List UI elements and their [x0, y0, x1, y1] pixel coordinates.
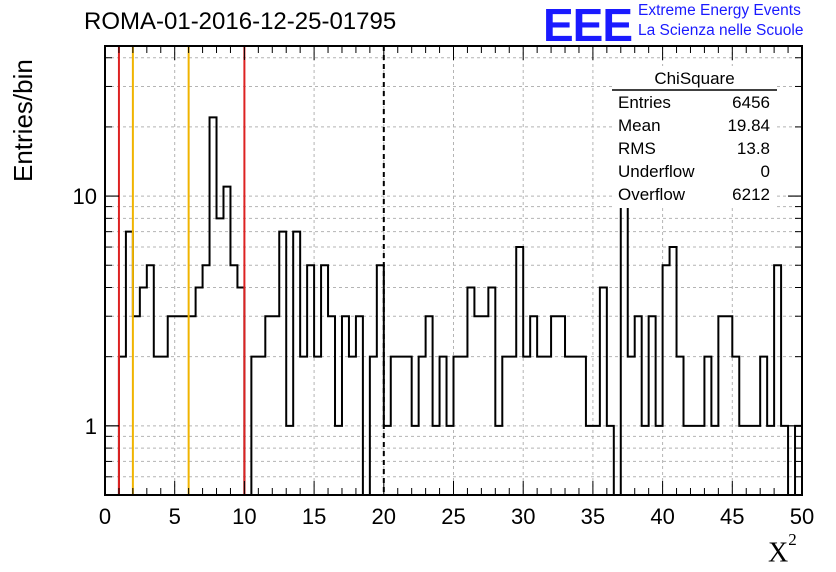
page-title: ROMA-01-2016-12-25-01795 — [84, 8, 397, 35]
x-axis-label: X2 — [768, 530, 797, 569]
x-tick-label: 20 — [372, 504, 396, 529]
stats-value: 6456 — [732, 93, 770, 112]
stats-label: Mean — [618, 116, 661, 135]
x-tick-label: 15 — [302, 504, 326, 529]
stats-label: Underflow — [618, 162, 695, 181]
x-tick-label: 40 — [650, 504, 674, 529]
stats-value: 19.84 — [727, 116, 770, 135]
x-tick-label: 0 — [99, 504, 111, 529]
stats-value: 6212 — [732, 185, 770, 204]
x-axis-label-superscript: 2 — [788, 530, 797, 549]
eee-logo-line-2: La Scienza nelle Scuole — [638, 22, 804, 39]
x-tick-label: 30 — [511, 504, 535, 529]
stats-label: Overflow — [618, 185, 686, 204]
stats-value: 0 — [760, 162, 770, 181]
y-axis-label: Entries/bin — [8, 59, 38, 182]
stats-label: RMS — [618, 139, 656, 158]
x-tick-label: 10 — [232, 504, 256, 529]
x-tick-label: 5 — [169, 504, 181, 529]
x-tick-label: 50 — [790, 504, 814, 529]
eee-logo-mark: EEE — [543, 0, 633, 51]
x-tick-label: 25 — [441, 504, 465, 529]
x-tick-label: 45 — [720, 504, 744, 529]
x-tick-label: 35 — [581, 504, 605, 529]
stats-box-title: ChiSquare — [654, 69, 735, 88]
stats-value: 13.8 — [736, 139, 770, 158]
stats-label: Entries — [618, 93, 671, 112]
x-axis-label-base: X — [768, 537, 789, 569]
histogram-series-line — [105, 116, 802, 496]
y-tick-label: 10 — [73, 184, 97, 209]
y-tick-label: 1 — [85, 414, 97, 439]
eee-logo-line-1: Extreme Energy Events — [638, 2, 801, 19]
